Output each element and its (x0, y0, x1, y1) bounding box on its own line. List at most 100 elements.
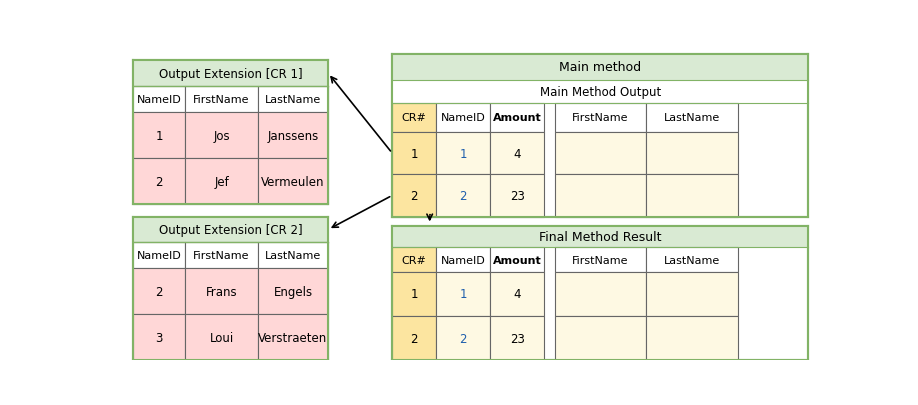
Text: NameID: NameID (137, 95, 182, 105)
Bar (554, 104, 646, 133)
Text: 1: 1 (459, 147, 466, 160)
Text: 2: 2 (459, 190, 466, 202)
Bar (185, 87, 258, 113)
Text: 4: 4 (513, 288, 521, 301)
Bar (436, 316, 490, 360)
Text: Main Method Output: Main Method Output (540, 85, 661, 99)
Text: 1: 1 (155, 129, 162, 142)
Bar (392, 226, 809, 248)
Text: 2: 2 (155, 285, 162, 298)
Text: LastName: LastName (664, 255, 721, 265)
Text: Amount: Amount (493, 113, 542, 123)
Bar (554, 175, 646, 217)
Bar (185, 243, 258, 269)
Bar (436, 272, 490, 316)
Bar (185, 269, 258, 315)
Text: FirstName: FirstName (572, 113, 629, 123)
Text: Vermeulen: Vermeulen (262, 175, 325, 188)
Text: 2: 2 (410, 332, 418, 345)
Bar (258, 87, 329, 113)
Bar (436, 248, 490, 272)
Bar (132, 217, 329, 243)
Text: Output Extension [CR 2]: Output Extension [CR 2] (159, 224, 302, 237)
Bar (646, 133, 738, 175)
Bar (490, 272, 544, 316)
Text: NameID: NameID (137, 251, 182, 261)
Text: FirstName: FirstName (572, 255, 629, 265)
Bar (392, 226, 809, 360)
Text: Jef: Jef (214, 175, 229, 188)
Bar (392, 133, 436, 175)
Bar (132, 269, 185, 315)
Bar (646, 248, 738, 272)
Text: 3: 3 (155, 331, 162, 344)
Text: Frans: Frans (206, 285, 238, 298)
Bar (392, 55, 809, 81)
Bar (646, 175, 738, 217)
Text: Verstraeten: Verstraeten (258, 331, 328, 344)
Text: 23: 23 (509, 190, 524, 202)
Bar (554, 316, 646, 360)
Bar (132, 61, 329, 87)
Text: Final Method Result: Final Method Result (539, 230, 662, 243)
Bar (554, 133, 646, 175)
Bar (258, 269, 329, 315)
Bar (646, 272, 738, 316)
Text: Main method: Main method (559, 61, 642, 74)
Text: FirstName: FirstName (194, 95, 250, 105)
Text: Engels: Engels (274, 285, 312, 298)
Bar (258, 315, 329, 360)
Text: 1: 1 (410, 288, 418, 301)
Bar (490, 133, 544, 175)
Bar (436, 133, 490, 175)
Bar (490, 175, 544, 217)
Text: 4: 4 (513, 147, 521, 160)
Bar (132, 87, 185, 113)
Text: CR#: CR# (402, 255, 427, 265)
Bar (185, 159, 258, 205)
Text: LastName: LastName (265, 95, 321, 105)
Text: 1: 1 (459, 288, 466, 301)
Bar (258, 113, 329, 159)
Bar (185, 113, 258, 159)
Bar (258, 159, 329, 205)
Text: 2: 2 (459, 332, 466, 345)
Bar (258, 243, 329, 269)
Text: Jos: Jos (213, 129, 230, 142)
Text: CR#: CR# (402, 113, 427, 123)
Bar (392, 248, 436, 272)
Bar (490, 248, 544, 272)
Text: LastName: LastName (664, 113, 721, 123)
Text: NameID: NameID (441, 255, 486, 265)
Bar (392, 175, 436, 217)
Bar (132, 315, 185, 360)
Bar (392, 104, 436, 133)
Bar (646, 316, 738, 360)
Text: LastName: LastName (265, 251, 321, 261)
Bar (436, 104, 490, 133)
Text: NameID: NameID (441, 113, 486, 123)
Bar (392, 81, 809, 104)
Bar (646, 104, 738, 133)
Bar (554, 248, 646, 272)
Bar (132, 159, 185, 205)
Text: Loui: Loui (209, 331, 234, 344)
Text: 2: 2 (155, 175, 162, 188)
Bar (436, 175, 490, 217)
Text: 2: 2 (410, 190, 418, 202)
Bar (392, 272, 436, 316)
Bar (132, 61, 329, 205)
Bar (132, 243, 185, 269)
Bar (554, 272, 646, 316)
Text: 1: 1 (410, 147, 418, 160)
Text: Output Extension [CR 1]: Output Extension [CR 1] (159, 68, 302, 81)
Bar (490, 104, 544, 133)
Bar (392, 55, 809, 217)
Text: FirstName: FirstName (194, 251, 250, 261)
Bar (490, 316, 544, 360)
Bar (392, 316, 436, 360)
Bar (132, 113, 185, 159)
Text: Amount: Amount (493, 255, 542, 265)
Text: Janssens: Janssens (267, 129, 319, 142)
Text: 23: 23 (509, 332, 524, 345)
